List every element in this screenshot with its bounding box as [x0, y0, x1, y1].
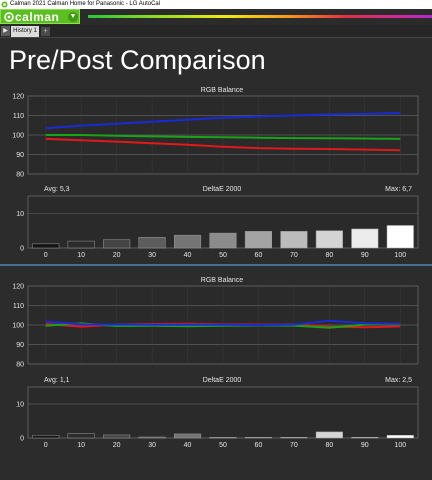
- x-tick-label: 60: [255, 252, 263, 259]
- bar: [32, 243, 60, 249]
- bar: [280, 437, 308, 439]
- x-tick-label: 0: [44, 252, 48, 259]
- deltae-avg: Avg: 1,1: [44, 377, 70, 384]
- bar: [386, 225, 414, 249]
- bar: [138, 237, 166, 249]
- x-tick-label: 70: [290, 252, 298, 259]
- y-tick-label: 110: [13, 113, 24, 120]
- y-tick-label: 90: [16, 152, 24, 159]
- chart-title: RGB Balance: [200, 87, 244, 94]
- page-title: Pre/Post Comparison: [9, 45, 266, 75]
- x-tick-label: 0: [44, 442, 48, 449]
- y-tick-label: 90: [16, 342, 24, 349]
- bar: [244, 437, 272, 439]
- x-tick-label: 10: [77, 442, 85, 449]
- x-tick-label: 20: [113, 442, 121, 449]
- bar: [209, 437, 237, 439]
- y-tick-label: 100: [12, 323, 24, 330]
- play-icon[interactable]: ▶: [1, 26, 10, 36]
- calman-logo-icon: [4, 12, 14, 22]
- bar: [67, 433, 95, 439]
- y-tick-label: 0: [20, 246, 24, 253]
- series-line-0: [45, 137, 401, 152]
- x-tick-label: 40: [184, 442, 192, 449]
- bar: [103, 434, 131, 439]
- x-tick-label: 50: [219, 252, 227, 259]
- bar: [209, 232, 237, 249]
- x-tick-label: 80: [325, 252, 333, 259]
- chart-title: DeltaE 2000: [202, 377, 242, 384]
- calman-logo-text: calman: [15, 10, 60, 24]
- section-divider: [0, 264, 432, 266]
- series-line-2: [45, 112, 401, 130]
- bar: [174, 433, 202, 439]
- x-tick-label: 10: [77, 252, 85, 259]
- x-tick-label: 80: [325, 442, 333, 449]
- tab-bar: [0, 25, 432, 38]
- x-tick-label: 60: [255, 442, 263, 449]
- x-tick-label: 30: [148, 442, 156, 449]
- x-tick-label: 30: [148, 252, 156, 259]
- series-line-1: [45, 134, 401, 140]
- y-tick-label: 80: [16, 362, 24, 369]
- bar: [138, 436, 166, 439]
- plot-area: [27, 386, 419, 439]
- x-tick-label: 20: [113, 252, 121, 259]
- calman-app-icon: [1, 1, 8, 8]
- bar: [67, 240, 95, 249]
- bar: [315, 230, 343, 249]
- window-title-bar: Calman 2021 Calman Home for Panasonic - …: [0, 0, 432, 9]
- bar: [351, 228, 379, 249]
- y-tick-label: 80: [16, 172, 24, 179]
- deltae-avg: Avg: 5,3: [44, 186, 70, 193]
- bar: [280, 231, 308, 249]
- y-tick-label: 10: [16, 211, 24, 218]
- bar: [174, 234, 202, 249]
- y-tick-label: 100: [12, 133, 24, 140]
- bar: [103, 239, 131, 249]
- window-title: Calman 2021 Calman Home for Panasonic - …: [10, 1, 161, 7]
- deltae-max: Max: 6,7: [385, 186, 412, 193]
- bar: [244, 231, 272, 249]
- bar: [315, 431, 343, 439]
- chevron-down-icon[interactable]: ▼: [68, 12, 78, 22]
- x-tick-label: 40: [184, 252, 192, 259]
- chart-title: RGB Balance: [200, 277, 244, 284]
- y-tick-label: 120: [12, 94, 24, 101]
- y-tick-label: 120: [12, 284, 24, 291]
- x-tick-label: 70: [290, 442, 298, 449]
- y-tick-label: 10: [16, 402, 24, 409]
- y-tick-label: 0: [20, 436, 24, 443]
- x-tick-label: 90: [361, 442, 369, 449]
- x-tick-label: 100: [394, 442, 406, 449]
- bar: [32, 435, 60, 439]
- calman-logo-button[interactable]: calman ▼: [0, 9, 80, 24]
- series-line-2: [45, 319, 401, 327]
- deltae-max: Max: 2,5: [385, 377, 412, 384]
- x-tick-label: 90: [361, 252, 369, 259]
- y-tick-label: 110: [13, 303, 24, 310]
- bar: [351, 437, 379, 439]
- x-tick-label: 100: [394, 252, 406, 259]
- bar: [386, 435, 414, 439]
- add-tab-button[interactable]: +: [41, 27, 50, 36]
- tab-history-1[interactable]: History 1: [11, 26, 39, 37]
- chart-title: DeltaE 2000: [202, 186, 242, 193]
- color-spectrum-bar: [88, 15, 432, 18]
- x-tick-label: 50: [219, 442, 227, 449]
